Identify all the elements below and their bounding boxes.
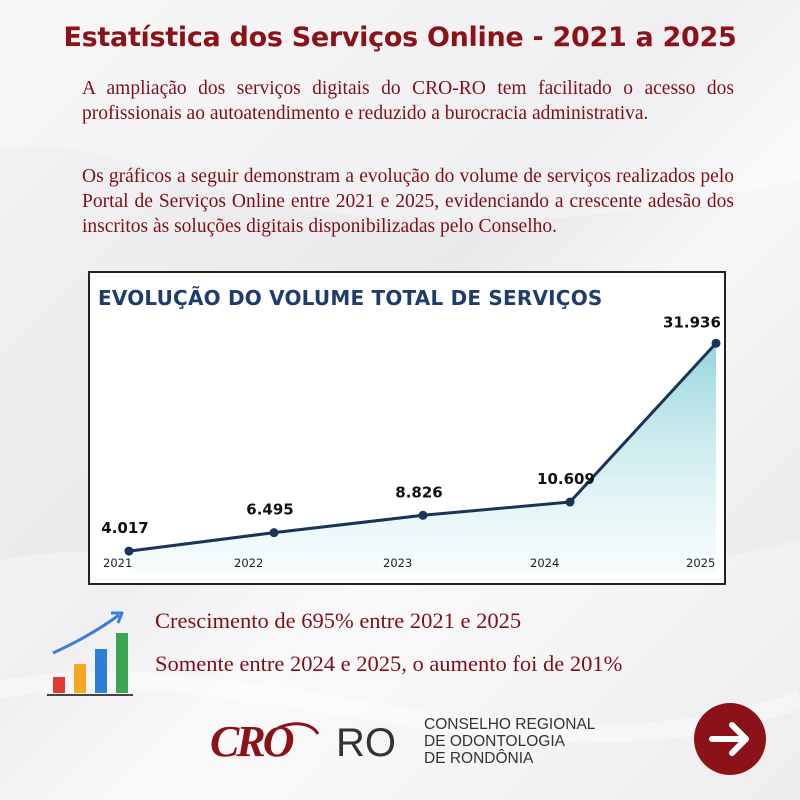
line-area-chart: 4.017 2021 6.495 2022 8.826 2023 10.609 2024 31.…	[101, 313, 721, 573]
data-point-2021	[124, 546, 134, 556]
data-label-2024: 10.609	[537, 470, 595, 488]
x-tick-2023: 2023	[383, 556, 412, 570]
data-label-2025: 31.936	[663, 313, 721, 331]
description-paragraph: Os gráficos a seguir demonstram a evoluç…	[82, 166, 734, 237]
data-label-2021: 4.017	[101, 519, 148, 537]
council-name: CONSELHO REGIONAL DE ODONTOLOGIA DE ROND…	[424, 716, 595, 767]
data-label-2022: 6.495	[246, 501, 293, 519]
growth-highlight: Crescimento de 695% entre 2021 e 2025	[155, 608, 522, 633]
council-name-line-1: CONSELHO REGIONAL	[424, 716, 596, 733]
x-tick-2024: 2024	[530, 556, 559, 570]
council-name-line-2: DE ODONTOLOGIA	[424, 733, 565, 750]
x-tick-2025: 2025	[686, 556, 715, 570]
data-point-2022	[269, 528, 279, 538]
x-tick-2022: 2022	[234, 556, 263, 570]
data-point-2024	[565, 497, 575, 507]
logo-mark: CRO	[210, 717, 294, 766]
next-button[interactable]	[694, 703, 766, 775]
data-point-2025	[711, 338, 721, 348]
bar-chart-growth-icon	[47, 611, 133, 696]
x-tick-2021: 2021	[103, 556, 132, 570]
chart-panel: 4.017 2021 6.495 2022 8.826 2023 10.609 2024 31.…	[88, 271, 726, 585]
data-label-2023: 8.826	[395, 483, 442, 501]
intro-paragraph: A ampliação dos serviços digitais do CRO…	[82, 78, 734, 124]
recent-growth-highlight: Somente entre 2024 e 2025, o aumento foi…	[155, 651, 623, 676]
series-area	[129, 343, 716, 573]
logo-suffix: RO	[336, 721, 396, 765]
chart-title: EVOLUÇÃO DO VOLUME TOTAL DE SERVIÇOS	[98, 286, 603, 310]
data-point-2023	[418, 510, 428, 520]
council-name-line-3: DE RONDÔNIA	[424, 750, 534, 767]
arrow-right-icon	[709, 722, 749, 756]
page-title: Estatística dos Serviços Online - 2021 a…	[63, 22, 737, 53]
cro-logo: CRO RO	[210, 717, 396, 766]
